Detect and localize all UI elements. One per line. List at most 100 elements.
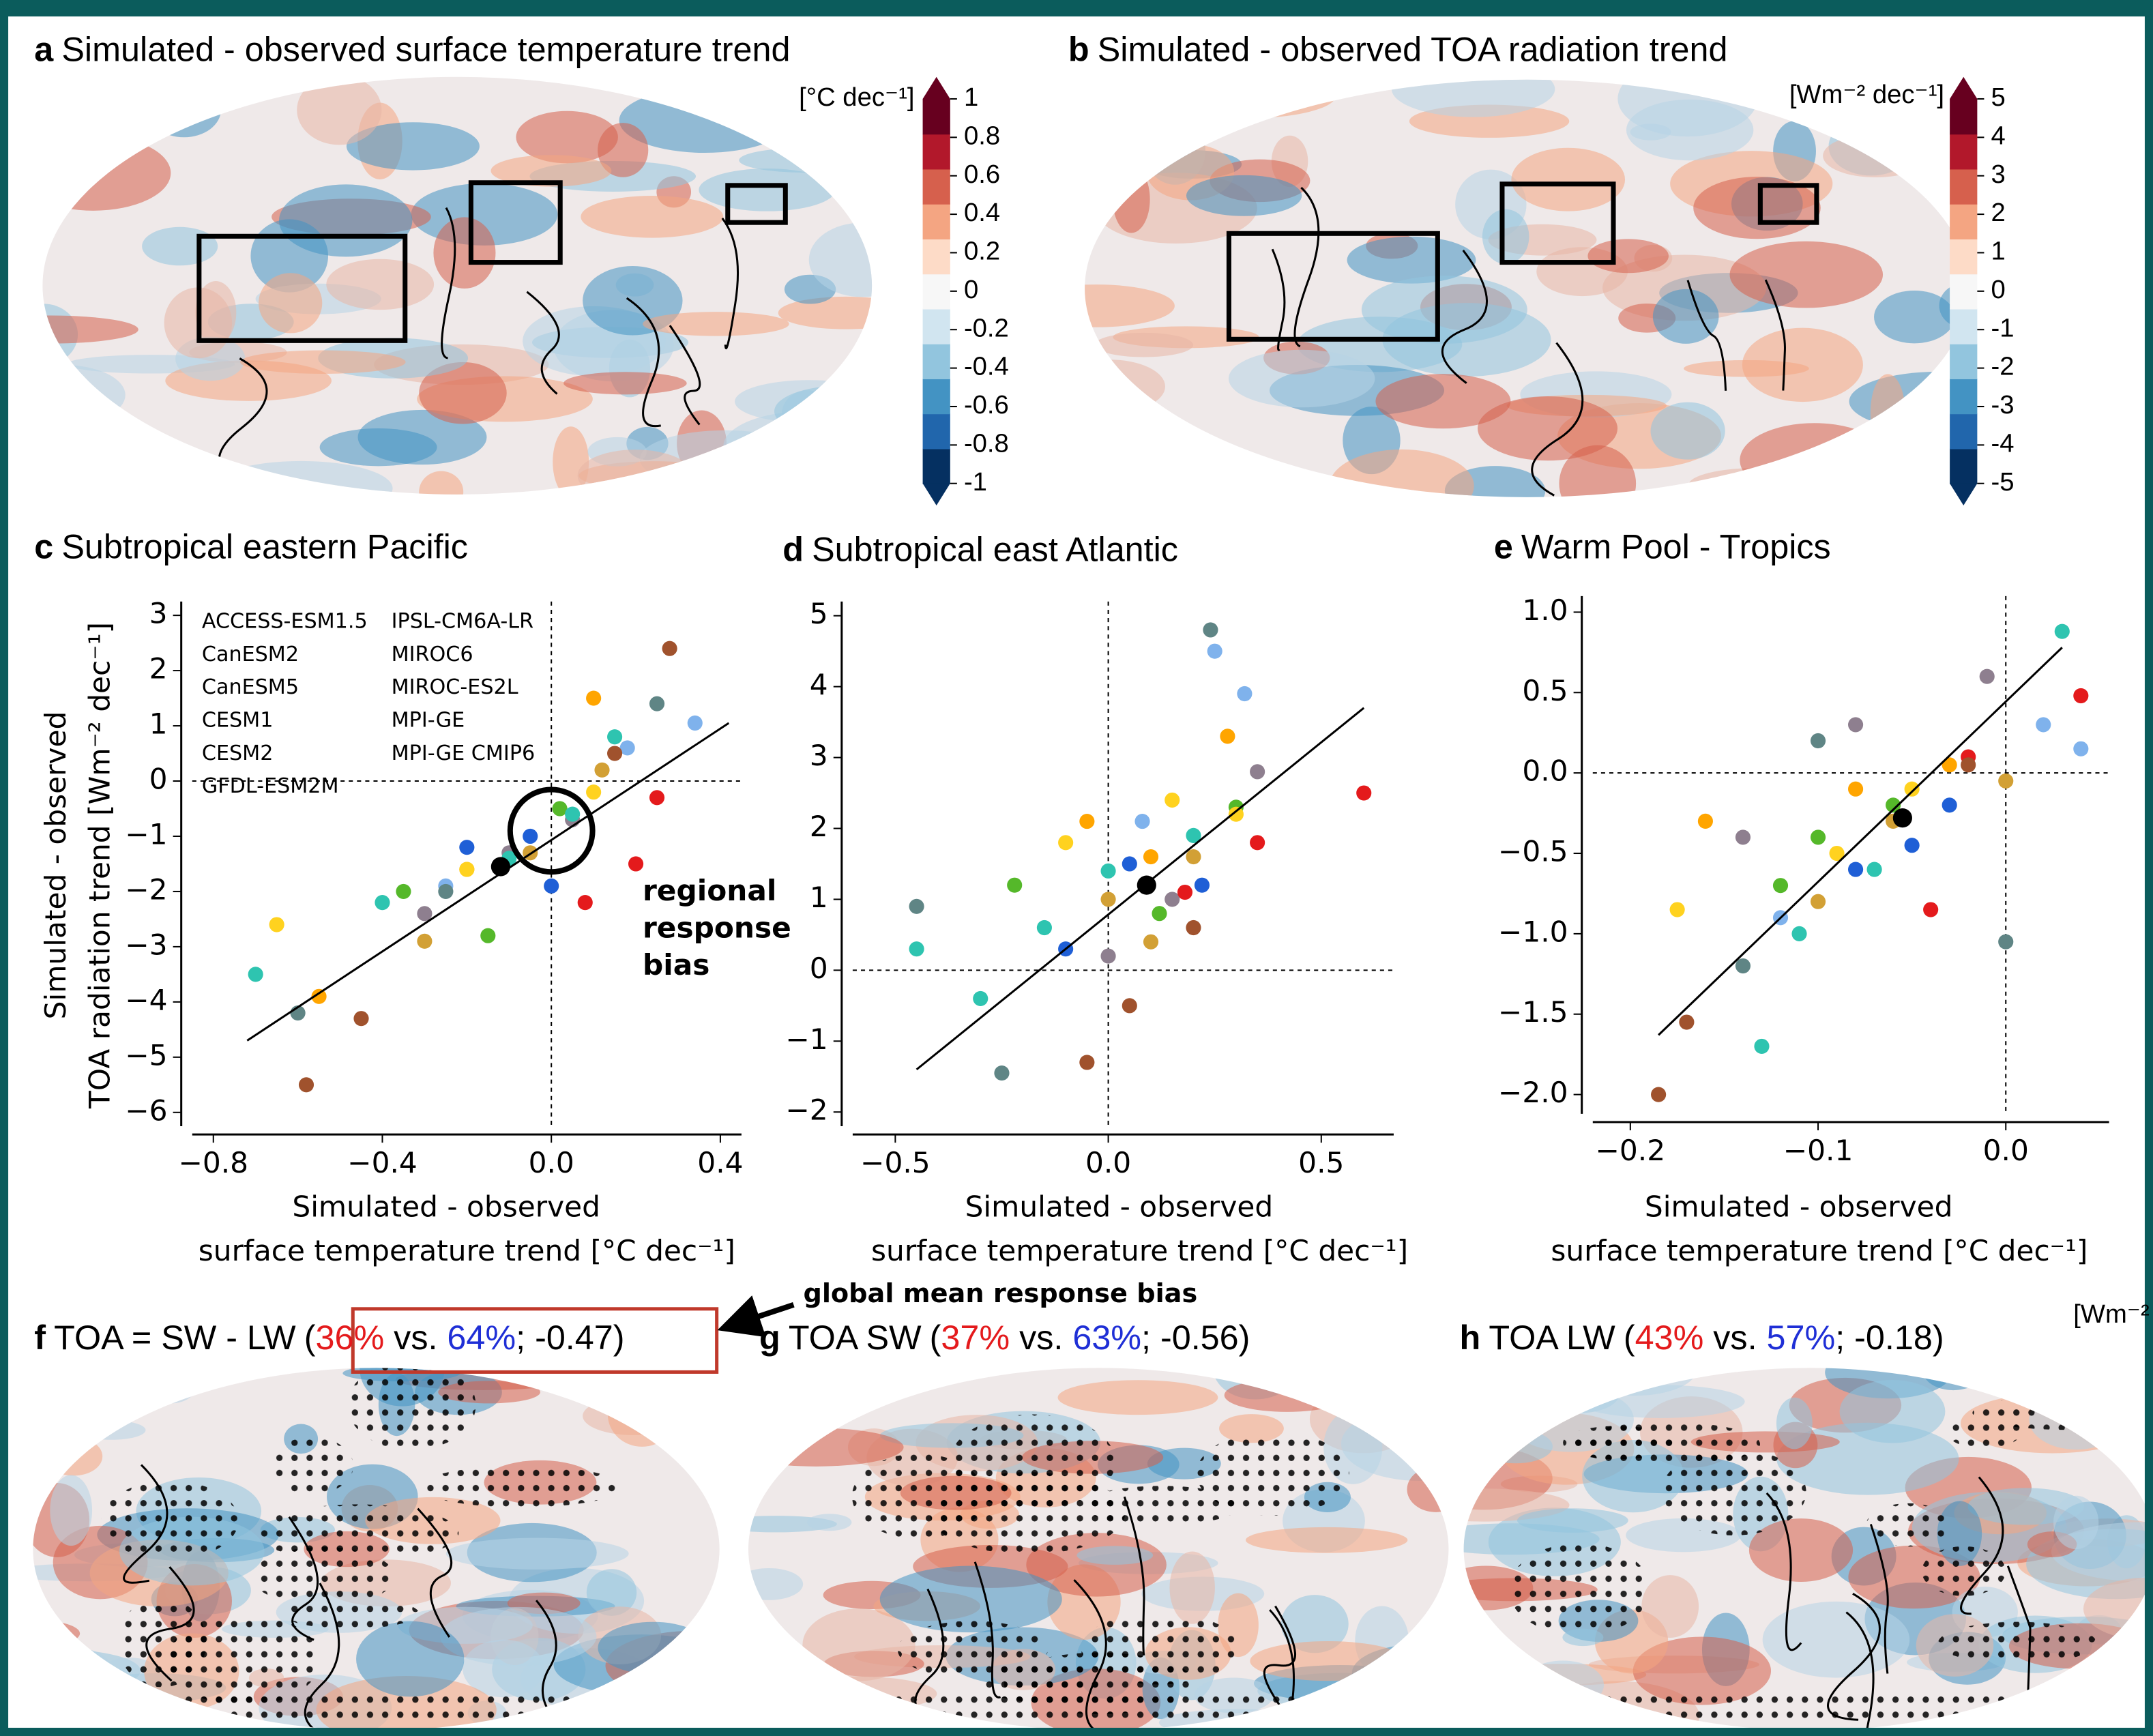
point	[375, 895, 390, 911]
stippling	[419, 1466, 623, 1507]
y-tick-label: 3	[149, 597, 168, 630]
map-anomaly	[1650, 402, 1725, 460]
colorbar-band	[1950, 98, 1978, 135]
map-anomaly	[699, 168, 836, 211]
colorbar-band	[1950, 343, 1978, 379]
panel-label: c	[34, 527, 53, 566]
colorbar-tick-label: -2	[1991, 352, 2014, 381]
colorbar-extend	[922, 483, 950, 505]
map-anomaly	[1391, 79, 1555, 117]
point	[552, 801, 568, 816]
map-anomaly	[1463, 1488, 1570, 1522]
colorbar-band	[1950, 448, 1978, 484]
x-axis-label: Simulated - observed	[292, 1190, 600, 1223]
annotation-arrow	[717, 1295, 795, 1338]
map-anomaly	[278, 184, 413, 257]
colorbar-band	[922, 448, 950, 484]
point	[2054, 623, 2070, 639]
map-anomaly	[419, 362, 507, 424]
point	[628, 856, 644, 872]
map-anomaly	[1729, 241, 1884, 308]
point	[1250, 764, 1265, 780]
y-axis-label: TOA radiation trend [Wm⁻² dec⁻¹]	[83, 622, 116, 1109]
map-anomaly	[297, 76, 382, 145]
panel-title: c Subtropical eastern Pacific	[34, 527, 468, 566]
map-anomaly	[1329, 449, 1474, 497]
y-tick-label: −1.0	[1498, 915, 1568, 948]
x-axis-label: surface temperature trend [°C dec⁻¹]	[199, 1234, 735, 1267]
point	[298, 1077, 314, 1093]
map-anomaly	[598, 123, 649, 177]
title-part: ; -0.47)	[516, 1318, 624, 1357]
y-tick-label: 0	[810, 952, 828, 985]
title: TOA SW	[789, 1318, 922, 1357]
coastline	[669, 325, 701, 426]
x-tick-label: 0.0	[1983, 1134, 2029, 1167]
map-anomaly	[1228, 349, 1375, 408]
point	[994, 1065, 1010, 1081]
point	[1810, 829, 1826, 845]
point	[594, 762, 610, 778]
map-anomaly	[802, 1608, 916, 1681]
map-anomaly	[643, 312, 789, 336]
point	[1791, 926, 1807, 941]
point	[1886, 797, 1901, 813]
point	[1772, 878, 1789, 894]
title-part: 43%	[1635, 1318, 1704, 1357]
point	[1186, 920, 1201, 936]
map-anomaly	[807, 1514, 852, 1531]
point	[607, 729, 623, 745]
map-anomaly	[490, 155, 612, 187]
colorbar-band	[922, 98, 950, 135]
point	[396, 883, 411, 900]
stippling	[1574, 1422, 1760, 1467]
point	[2073, 741, 2089, 756]
map-anomaly	[1375, 374, 1511, 429]
stippling	[851, 1454, 986, 1539]
colorbar-tick-label: 0.8	[964, 121, 1000, 150]
map-anomaly	[1559, 445, 1637, 497]
point	[1904, 838, 1920, 853]
coastline	[1263, 1605, 1296, 1723]
map-anomaly	[2053, 1495, 2099, 1550]
colorbar-band	[922, 238, 950, 275]
map-anomaly	[259, 273, 323, 334]
title-part: vs.	[1010, 1318, 1072, 1357]
point	[586, 690, 602, 706]
frame-top	[0, 0, 2153, 17]
stippling	[1937, 1621, 2097, 1664]
point	[1904, 781, 1920, 797]
coastline	[304, 1583, 340, 1731]
point	[1237, 686, 1253, 702]
y-tick-label: 4	[810, 668, 828, 701]
stippling	[257, 1504, 459, 1562]
region-box	[1499, 181, 1616, 265]
coastline	[1827, 1593, 1881, 1721]
point	[1998, 934, 2014, 950]
map-anomaly	[1684, 359, 1809, 377]
colorbar-tick-label: 0	[964, 275, 978, 304]
point	[438, 883, 454, 900]
y-tick-label: 5	[810, 597, 828, 630]
point	[1669, 902, 1685, 917]
point	[1079, 814, 1095, 829]
point	[269, 917, 284, 932]
colorbar-band	[922, 308, 950, 344]
y-tick-label: 2	[149, 652, 168, 686]
x-tick-label: −0.1	[1783, 1134, 1854, 1167]
colorbar-band	[922, 203, 950, 239]
coastline	[1845, 1611, 1875, 1731]
map-anomaly	[1246, 1527, 1408, 1553]
colorbar-tick-label: 0.4	[964, 198, 1000, 227]
x-tick-label: −0.2	[1596, 1134, 1666, 1167]
x-tick-label: −0.8	[178, 1146, 248, 1179]
map-anomaly	[1085, 284, 1175, 327]
point	[311, 988, 327, 1004]
title-part: (	[304, 1318, 316, 1357]
legend-label: GFDL-ESM2M	[202, 774, 339, 798]
point	[1165, 792, 1180, 808]
colorbar-band	[922, 378, 950, 415]
legend-label: MIROC6	[392, 643, 473, 666]
coastline	[123, 1464, 169, 1584]
coastline	[1073, 1579, 1107, 1731]
